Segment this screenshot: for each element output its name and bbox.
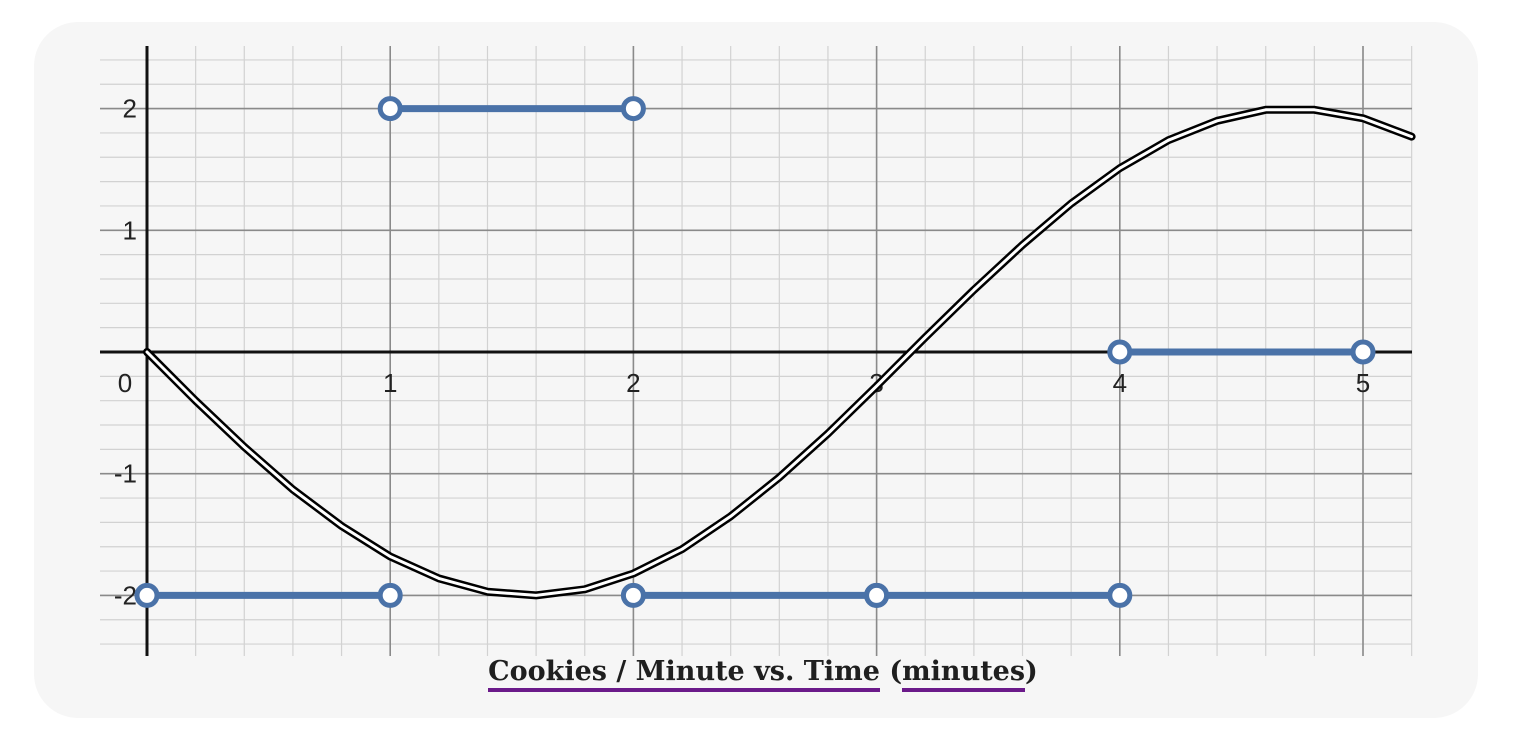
segment-endpoint-start [1107, 339, 1133, 365]
segment-endpoint-end [620, 96, 646, 122]
caption-main: Cookies / Minute vs. Time [488, 656, 880, 692]
y-tick-label: 1 [123, 215, 137, 245]
x-tick-label: 5 [1356, 368, 1370, 398]
y-tick-label: -2 [114, 580, 137, 610]
x-tick-label: 0 [118, 368, 132, 398]
x-tick-label: 4 [1113, 368, 1127, 398]
y-tick-label: 2 [123, 94, 137, 124]
x-tick-label: 2 [626, 368, 640, 398]
segment-endpoint-end [377, 582, 403, 608]
segment-endpoint-start [864, 582, 890, 608]
segment-endpoint-end [1107, 582, 1133, 608]
y-tick-label: -1 [114, 459, 137, 489]
segment-endpoint-start [134, 582, 160, 608]
segment-endpoint-start [620, 582, 646, 608]
step-segments [134, 96, 1376, 608]
segment-endpoint-start [377, 96, 403, 122]
caption-close-paren: ) [1025, 656, 1038, 687]
chart-card [34, 22, 1478, 718]
caption-units: minutes [902, 656, 1026, 692]
curve-series [143, 105, 1416, 600]
x-tick-label: 1 [383, 368, 397, 398]
caption-open-paren: ( [889, 656, 903, 687]
curve-inner [145, 108, 1414, 597]
segment-endpoint-end [1350, 339, 1376, 365]
chart-caption: Cookies / Minute vs. Time (minutes) [0, 656, 1526, 692]
